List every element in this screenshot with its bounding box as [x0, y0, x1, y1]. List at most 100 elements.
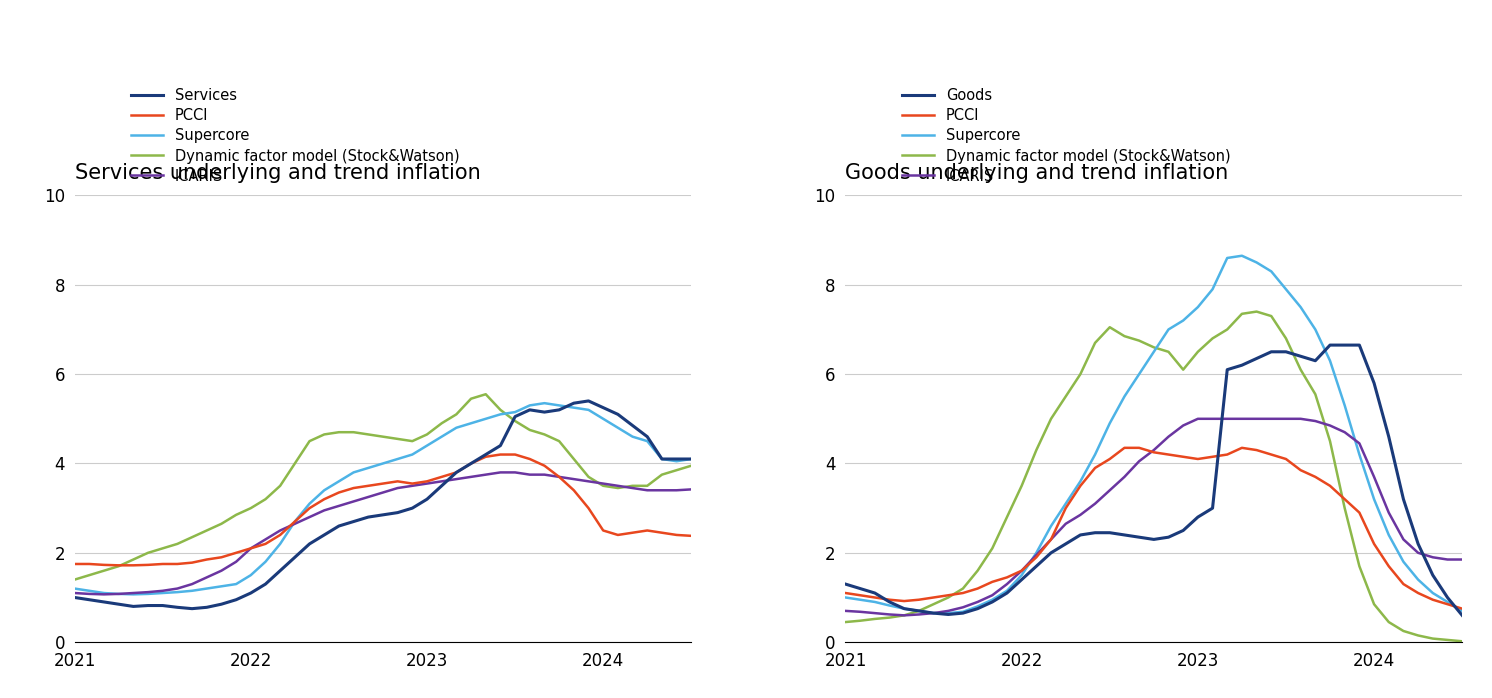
Supercore [1041, 522, 1059, 530]
Supercore [184, 586, 201, 595]
ICARIS [1365, 473, 1383, 481]
Dynamic factor model (Stock&Watson) [1395, 627, 1413, 635]
Goods [953, 609, 971, 617]
Dynamic factor model (Stock&Watson) [1013, 482, 1031, 490]
Supercore [477, 415, 495, 423]
Dynamic factor model (Stock&Watson) [1350, 562, 1368, 570]
Dynamic factor model (Stock&Watson) [330, 428, 348, 436]
Supercore [227, 580, 245, 588]
PCCI [1262, 450, 1280, 459]
Goods [837, 580, 855, 588]
Supercore [1174, 316, 1192, 325]
Dynamic factor model (Stock&Watson) [1335, 504, 1353, 512]
PCCI [418, 477, 436, 486]
PCCI [169, 560, 186, 568]
ICARIS [609, 482, 627, 490]
ICARIS [477, 470, 495, 479]
Line: Supercore: Supercore [846, 255, 1462, 613]
ICARIS [953, 603, 971, 611]
Goods [998, 589, 1016, 597]
Supercore [330, 477, 348, 486]
ICARIS [852, 607, 870, 616]
PCCI [1380, 562, 1398, 570]
Dynamic factor model (Stock&Watson) [110, 562, 128, 570]
Services [477, 450, 495, 459]
PCCI [315, 495, 333, 503]
PCCI [852, 591, 870, 600]
Supercore [315, 486, 333, 494]
Dynamic factor model (Stock&Watson) [910, 607, 928, 615]
Goods [1395, 495, 1413, 503]
ICARIS [880, 610, 898, 618]
Dynamic factor model (Stock&Watson) [1380, 618, 1398, 626]
PCCI [81, 560, 98, 568]
PCCI [124, 561, 142, 570]
Dynamic factor model (Stock&Watson) [184, 533, 201, 542]
ICARIS [1247, 415, 1265, 423]
Dynamic factor model (Stock&Watson) [968, 567, 986, 575]
ICARIS [330, 502, 348, 510]
Supercore [1262, 267, 1280, 276]
Supercore [139, 590, 157, 598]
PCCI [1159, 450, 1177, 459]
ICARIS [579, 477, 597, 486]
Dynamic factor model (Stock&Watson) [477, 390, 495, 399]
PCCI [880, 595, 898, 604]
ICARIS [1277, 415, 1295, 423]
PCCI [1028, 553, 1046, 561]
Goods [1232, 361, 1250, 369]
Goods [1380, 433, 1398, 441]
Supercore [536, 399, 554, 408]
Supercore [110, 590, 128, 598]
Services [257, 580, 275, 588]
PCCI [374, 480, 392, 488]
ICARIS [1101, 486, 1119, 494]
Supercore [1438, 597, 1456, 606]
Supercore [242, 571, 260, 579]
PCCI [1453, 604, 1471, 613]
PCCI [536, 461, 554, 470]
Goods [1277, 348, 1295, 356]
Supercore [1365, 495, 1383, 503]
PCCI [330, 489, 348, 497]
Goods [1071, 530, 1089, 539]
Supercore [1204, 285, 1222, 293]
ICARIS [1335, 428, 1353, 436]
ICARIS [198, 573, 216, 581]
Supercore [609, 424, 627, 432]
Dynamic factor model (Stock&Watson) [565, 455, 583, 463]
PCCI [272, 530, 289, 539]
Services [184, 604, 201, 613]
Supercore [925, 609, 943, 617]
ICARIS [389, 484, 407, 492]
Services [624, 422, 642, 430]
PCCI [1277, 455, 1295, 463]
ICARIS [403, 482, 421, 490]
Supercore [565, 403, 583, 412]
PCCI [865, 593, 883, 602]
Services [286, 553, 304, 561]
Dynamic factor model (Stock&Watson) [953, 584, 971, 593]
ICARIS [968, 597, 986, 606]
Dynamic factor model (Stock&Watson) [272, 482, 289, 490]
Supercore [880, 602, 898, 610]
Dynamic factor model (Stock&Watson) [895, 611, 913, 620]
Supercore [1159, 325, 1177, 334]
Dynamic factor model (Stock&Watson) [433, 419, 451, 427]
Supercore [865, 597, 883, 606]
PCCI [1071, 482, 1089, 490]
ICARIS [1189, 415, 1207, 423]
Services [124, 602, 142, 611]
Dynamic factor model (Stock&Watson) [506, 417, 524, 425]
ICARIS [463, 473, 480, 481]
PCCI [433, 473, 451, 481]
Supercore [953, 607, 971, 616]
Dynamic factor model (Stock&Watson) [1219, 325, 1237, 334]
PCCI [565, 486, 583, 494]
Goods [1116, 530, 1134, 539]
Goods [852, 584, 870, 593]
Supercore [1292, 303, 1310, 311]
Dynamic factor model (Stock&Watson) [667, 466, 685, 475]
Dynamic factor model (Stock&Watson) [1159, 348, 1177, 356]
Supercore [1129, 370, 1147, 378]
